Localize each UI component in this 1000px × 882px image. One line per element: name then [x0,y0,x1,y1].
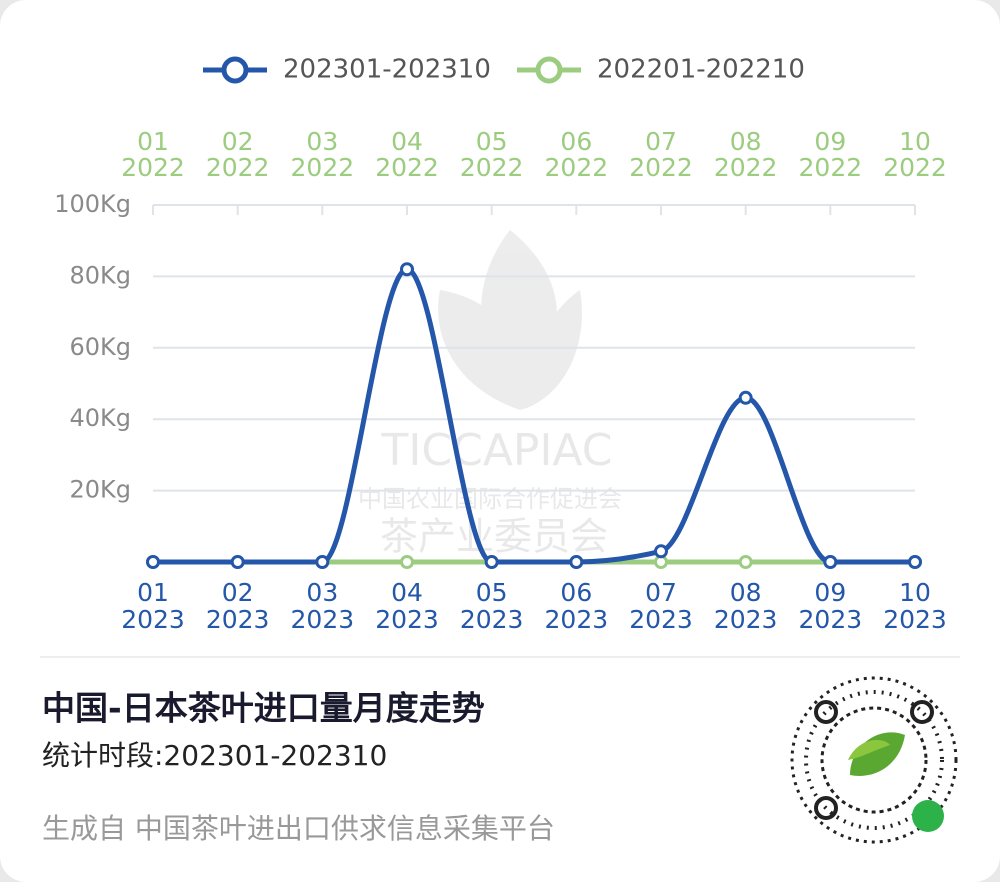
x-tick-label: 2023 [460,605,524,634]
y-tick-label: 100Kg [54,190,131,218]
y-tick-label: 60Kg [69,333,131,361]
watermark: TICCAPIAC 中国农业国际合作促进会 茶产业委员会 [358,230,622,559]
source-note: 生成自 中国茶叶进出口供求信息采集平台 [42,812,555,845]
data-point [738,390,753,405]
x-top-label: 2022 [545,153,609,182]
y-tick-label: 20Kg [69,476,131,504]
x-tick-label: 2023 [799,605,863,634]
x-top-label: 07 [645,127,677,156]
x-tick-label: 2023 [206,605,270,634]
x-tick-label: 10 [899,578,931,607]
x-top-label: 2022 [883,153,947,182]
watermark-leaf [520,290,582,410]
x-tick-label: 07 [645,578,677,607]
y-tick-label: 80Kg [69,261,131,289]
qr-code [790,676,958,844]
x-top-label: 10 [899,127,931,156]
legend-label: 202301-202310 [283,55,491,85]
watermark-text: TICCAPIAC [381,425,613,476]
x-tick-label: 08 [730,578,762,607]
x-tick-label: 09 [814,578,846,607]
x-tick-label: 2023 [375,605,439,634]
legend-marker [535,56,563,84]
qr-badge [912,800,944,832]
x-tick-label: 05 [476,578,508,607]
chart-title: 中国-日本茶叶进口量月度走势 [42,689,485,728]
x-top-label: 2022 [121,153,185,182]
qr-logo [850,732,905,776]
x-tick-label: 02 [222,578,254,607]
data-point [738,555,753,569]
data-point [654,544,668,559]
y-tick-label: 40Kg [69,404,131,432]
chart-subtitle: 统计时段:202301-202310 [42,739,387,772]
watermark-text: 中国农业国际合作促进会 [358,485,622,513]
x-top-label: 2022 [629,153,693,182]
data-point [230,555,245,569]
x-tick-label: 2023 [883,605,947,634]
x-top-label: 2022 [375,153,439,182]
x-tick-label: 03 [306,578,338,607]
x-tick-label: 06 [560,578,592,607]
x-top-label: 09 [814,127,846,156]
legend-marker [221,56,249,84]
legend-item: 202201-202210 [517,55,805,85]
data-point [400,555,414,569]
x-top-label: 02 [222,127,254,156]
watermark-text: 茶产业委员会 [380,515,608,559]
x-top-label: 2022 [206,153,270,182]
data-point [908,555,922,569]
x-tick-label: 01 [137,578,169,607]
qr-logo [848,740,890,760]
x-tick-label: 2023 [291,605,355,634]
x-top-label: 05 [476,127,508,156]
x-tick-label: 04 [391,578,423,607]
x-top-label: 06 [560,127,592,156]
x-top-label: 2022 [291,153,355,182]
x-tick-label: 2023 [714,605,778,634]
qr-eye [814,700,838,724]
legend-label: 202201-202210 [597,55,805,85]
data-point [146,555,160,569]
qr-eye [814,796,838,820]
data-point [484,555,499,569]
x-top-label: 08 [730,127,762,156]
x-top-label: 2022 [799,153,863,182]
legend-item: 202301-202310 [203,55,491,85]
x-tick-label: 2023 [629,605,693,634]
data-point [569,555,584,569]
x-top-label: 2022 [714,153,778,182]
watermark-leaf [481,230,558,400]
qr-eye [910,700,934,724]
x-top-label: 04 [391,127,423,156]
qr-ring [804,690,944,830]
qr-ring [820,706,928,814]
watermark-leaf [438,290,526,410]
data-point [315,555,330,569]
data-point [823,555,838,569]
data-point [400,262,414,277]
x-tick-label: 2023 [545,605,609,634]
x-top-label: 01 [137,127,169,156]
x-tick-label: 2023 [121,605,185,634]
x-top-label: 2022 [460,153,524,182]
x-top-label: 03 [306,127,338,156]
